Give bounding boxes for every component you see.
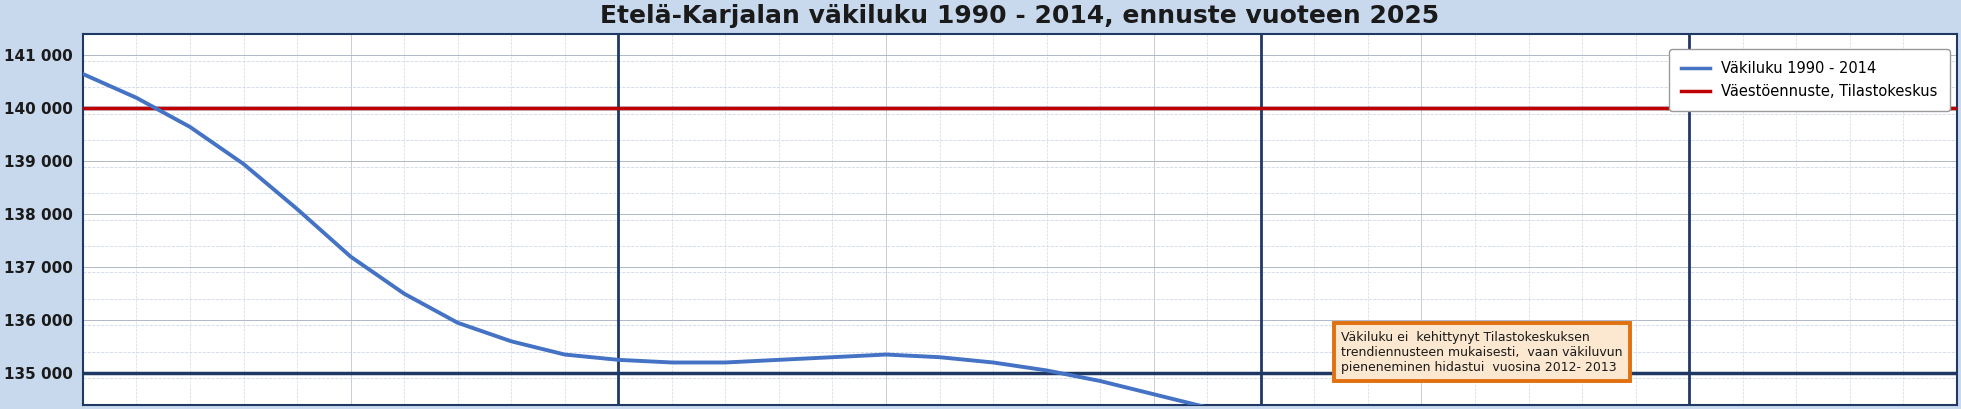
Väkiluku 1990 - 2014 [284, 207, 308, 211]
Väkiluku 1990 - 2014 [178, 124, 202, 129]
Väkiluku 1990 - 2014 [1088, 379, 1112, 384]
Väkiluku 1990 - 2014 [339, 254, 363, 259]
Väkiluku 1990 - 2014 [500, 339, 524, 344]
Väkiluku 1990 - 2014 [71, 72, 94, 76]
Text: Väkiluku ei  kehittynyt Tilastokeskuksen
trendiennusteen mukaisesti,  vaan väkil: Väkiluku ei kehittynyt Tilastokeskuksen … [1341, 331, 1622, 374]
Väkiluku 1990 - 2014 [928, 355, 951, 360]
Väkiluku 1990 - 2014 [445, 320, 469, 325]
Väkiluku 1990 - 2014 [714, 360, 737, 365]
Väkiluku 1990 - 2014 [1141, 392, 1165, 397]
Väkiluku 1990 - 2014 [875, 352, 898, 357]
Väkiluku 1990 - 2014 [980, 360, 1004, 365]
Väkiluku 1990 - 2014 [553, 352, 577, 357]
Väkiluku 1990 - 2014 [661, 360, 684, 365]
Väkiluku 1990 - 2014 [231, 162, 255, 166]
Väkiluku 1990 - 2014 [1196, 405, 1220, 409]
Title: Etelä-Karjalan väkiluku 1990 - 2014, ennuste vuoteen 2025: Etelä-Karjalan väkiluku 1990 - 2014, enn… [600, 4, 1439, 28]
Väkiluku 1990 - 2014 [126, 95, 149, 100]
Legend: Väkiluku 1990 - 2014, Väestöennuste, Tilastokeskus: Väkiluku 1990 - 2014, Väestöennuste, Til… [1669, 49, 1949, 111]
Line: Väkiluku 1990 - 2014: Väkiluku 1990 - 2014 [82, 74, 1369, 409]
Väkiluku 1990 - 2014 [392, 291, 416, 296]
Väkiluku 1990 - 2014 [606, 357, 629, 362]
Väkiluku 1990 - 2014 [822, 355, 845, 360]
Väkiluku 1990 - 2014 [1035, 368, 1059, 373]
Väkiluku 1990 - 2014 [767, 357, 790, 362]
